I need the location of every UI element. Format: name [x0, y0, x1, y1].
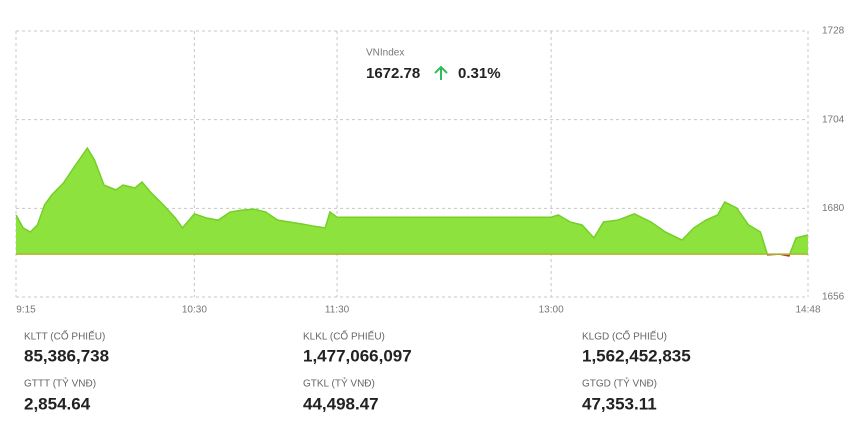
stat-value: 47,353.11	[582, 394, 657, 413]
index-value: 1672.78	[366, 65, 420, 82]
line-up	[15, 146, 809, 255]
y-tick-label: 1680	[822, 203, 845, 214]
stat-label: GTGD (TỶ VNĐ)	[582, 377, 657, 390]
stat-label: KLGD (CỔ PHIẾU)	[582, 330, 667, 343]
stat-label: KLTT (CỔ PHIẾU)	[24, 330, 105, 343]
stat-value: 1,477,066,097	[303, 346, 412, 365]
x-tick-label: 10:30	[182, 305, 207, 316]
stat-label: GTKL (TỶ VNĐ)	[303, 377, 375, 390]
plot	[15, 30, 809, 298]
y-tick-label: 1704	[822, 114, 845, 125]
stat-value: 2,854.64	[24, 394, 91, 413]
x-tick-label: 11:30	[325, 305, 350, 316]
up-arrow	[434, 65, 448, 80]
stats: KLTT (CỔ PHIẾU) 85,386,738 KLKL (CỔ PHIẾU)…	[24, 330, 691, 414]
index-change: 0.31%	[458, 65, 501, 82]
stat-value: 85,386,738	[24, 346, 109, 365]
stat-label: GTTT (TỶ VNĐ)	[24, 377, 96, 390]
stat-value: 1,562,452,835	[582, 346, 691, 365]
x-tick-label: 9:15	[16, 305, 36, 316]
stat-label: KLKL (CỔ PHIẾU)	[303, 330, 385, 343]
stat-value: 44,498.47	[303, 394, 379, 413]
area-up	[16, 148, 808, 255]
y-tick-label: 1656	[822, 292, 845, 303]
x-tick-label: 13:00	[539, 305, 564, 316]
index-name: VNIndex	[366, 48, 404, 59]
x-tick-label: 14:48	[795, 305, 820, 316]
y-tick-label: 1728	[822, 26, 845, 37]
